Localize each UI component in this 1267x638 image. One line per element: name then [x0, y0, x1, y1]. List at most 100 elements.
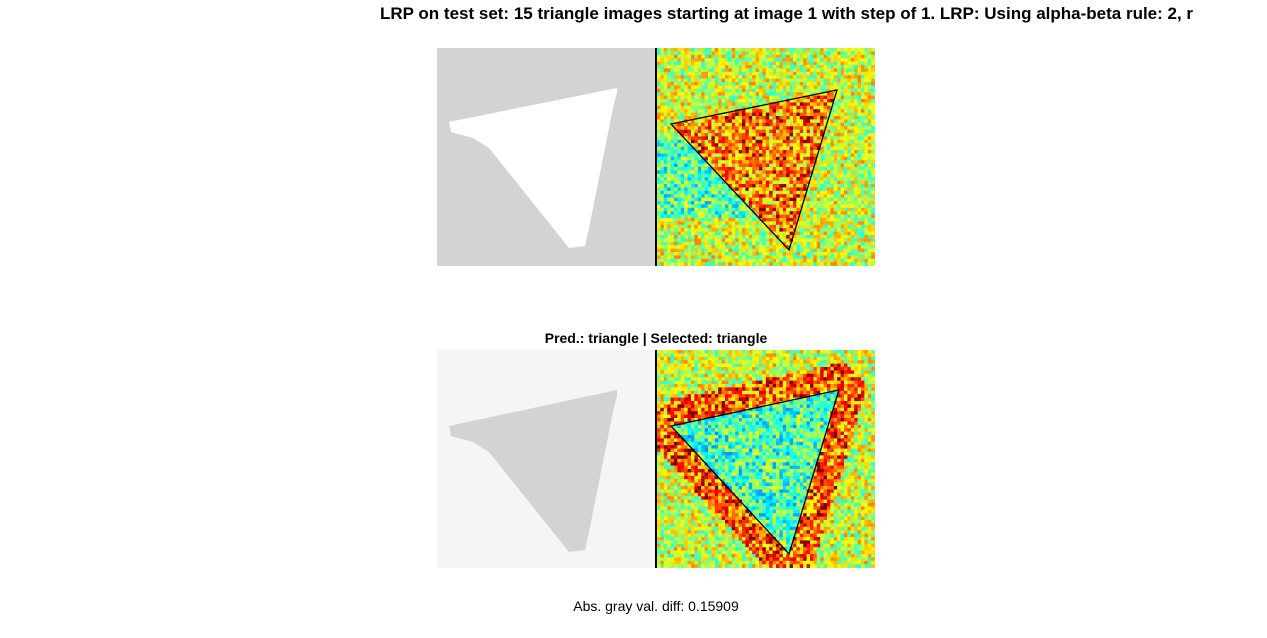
heatmap-cell: [745, 214, 750, 219]
heatmap-cell: [742, 146, 746, 151]
heatmap-cell: [847, 71, 852, 76]
heatmap-cell: [820, 146, 824, 151]
heatmap-cell: [782, 105, 787, 110]
heatmap-cell: [657, 486, 661, 490]
heatmap-cell: [823, 211, 828, 215]
heatmap-cell: [680, 526, 685, 531]
heatmap-cell: [670, 228, 675, 232]
heatmap-cell: [704, 248, 709, 253]
heatmap-cell: [844, 88, 848, 93]
heatmap-cell: [844, 75, 848, 79]
heatmap-cell: [687, 228, 692, 232]
heatmap-cell: [861, 150, 865, 154]
heatmap-cell: [680, 126, 685, 130]
heatmap-cell: [680, 370, 685, 375]
heatmap-cell: [674, 401, 678, 405]
heatmap-cell: [680, 516, 685, 521]
heatmap-cell: [731, 129, 736, 134]
heatmap-cell: [776, 214, 780, 219]
heatmap-cell: [830, 146, 835, 151]
heatmap-cell: [708, 207, 712, 212]
heatmap-cell: [847, 102, 852, 107]
heatmap-cell: [850, 129, 855, 134]
heatmap-cell: [847, 99, 852, 103]
heatmap-cell: [748, 241, 753, 246]
heatmap-cell: [691, 482, 695, 487]
heatmap-cell: [857, 214, 862, 219]
heatmap-cell: [772, 65, 777, 69]
heatmap-cell: [657, 160, 661, 164]
heatmap-cell: [755, 133, 760, 137]
heatmap-cell: [867, 61, 872, 66]
heatmap-cell: [782, 136, 787, 141]
heatmap-cell: [871, 112, 875, 117]
heatmap-cell: [718, 75, 722, 79]
heatmap-cell: [837, 78, 841, 83]
heatmap-cell: [687, 472, 692, 477]
heatmap-cell: [684, 397, 688, 402]
heatmap-cell: [718, 82, 722, 86]
heatmap-cell: [728, 119, 733, 124]
heatmap-cell: [793, 71, 797, 76]
heatmap-cell: [765, 82, 770, 86]
heatmap-cell: [769, 48, 773, 52]
heatmap-cell: [684, 489, 688, 494]
heatmap-cell: [738, 255, 743, 260]
heatmap-cell: [714, 197, 719, 202]
heatmap-cell: [691, 384, 695, 388]
heatmap-cell: [755, 150, 760, 154]
heatmap-cell: [823, 224, 828, 229]
heatmap-cell: [670, 48, 675, 52]
heatmap-cell: [725, 136, 729, 141]
heatmap-cell: [837, 207, 841, 212]
heatmap-cell: [691, 499, 695, 504]
heatmap-cell: [762, 207, 767, 212]
heatmap-cell: [799, 238, 804, 243]
heatmap-cell: [762, 48, 767, 52]
heatmap-cell: [691, 550, 695, 555]
heatmap-cell: [738, 190, 743, 195]
heatmap-cell: [840, 116, 845, 120]
heatmap-cell: [779, 258, 784, 263]
heatmap-cell: [762, 61, 767, 66]
heatmap-cell: [759, 262, 763, 266]
heatmap-cell: [728, 99, 733, 103]
heatmap-cell: [823, 238, 828, 243]
heatmap-cell: [670, 231, 675, 236]
heatmap-cell: [854, 133, 858, 137]
heatmap-cell: [786, 146, 790, 151]
heatmap-cell: [684, 503, 688, 507]
heatmap-cell: [701, 509, 705, 514]
heatmap-cell: [697, 554, 702, 558]
heatmap-cell: [810, 187, 814, 192]
heatmap-cell: [677, 207, 682, 212]
heatmap-cell: [677, 258, 682, 263]
heatmap-cell: [799, 136, 804, 141]
heatmap-cell: [786, 228, 790, 232]
heatmap-cell: [752, 136, 756, 141]
heatmap-cell: [864, 71, 869, 76]
heatmap-cell: [674, 377, 678, 381]
heatmap-cell: [684, 424, 688, 429]
heatmap-cell: [762, 258, 767, 263]
heatmap-cell: [864, 105, 869, 110]
heatmap-cell: [813, 58, 818, 62]
heatmap-cell: [735, 207, 739, 212]
heatmap-cell: [714, 92, 719, 96]
heatmap-cell: [765, 180, 770, 185]
heatmap-cell: [657, 557, 661, 562]
heatmap-cell: [782, 184, 787, 188]
heatmap-cell: [762, 177, 767, 181]
heatmap-cell: [677, 201, 682, 205]
heatmap-cell: [844, 136, 848, 141]
heatmap-cell: [806, 61, 811, 66]
heatmap-cell: [684, 414, 688, 419]
heatmap-cell: [660, 513, 665, 517]
heatmap-cell: [786, 235, 790, 239]
heatmap-cell: [823, 248, 828, 253]
heatmap-cell: [769, 173, 773, 178]
heatmap-cell: [714, 248, 719, 253]
heatmap-cell: [742, 153, 746, 158]
heatmap-cell: [759, 197, 763, 202]
heatmap-cell: [796, 153, 801, 158]
